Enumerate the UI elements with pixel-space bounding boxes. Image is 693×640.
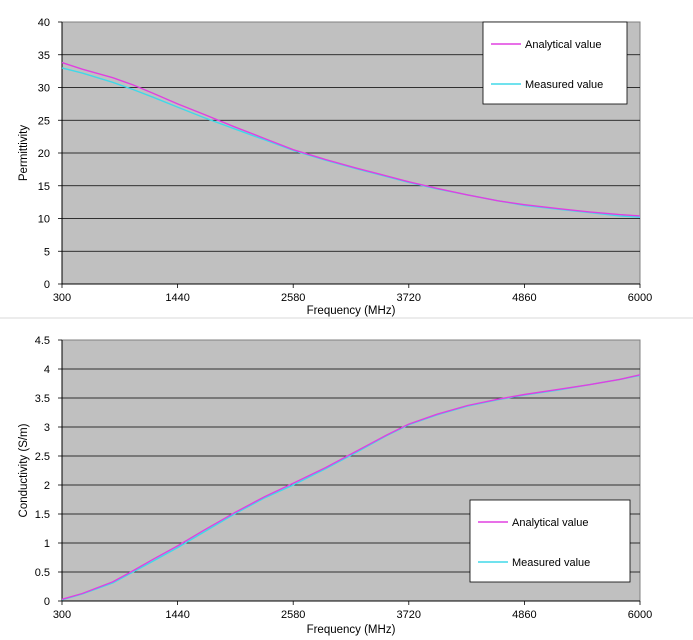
y-tick-label: 10 bbox=[38, 214, 50, 226]
x-tick-label: 2580 bbox=[281, 292, 305, 304]
y-tick-label: 0 bbox=[44, 596, 50, 608]
x-tick-label: 1440 bbox=[165, 609, 189, 621]
y-tick-label: 35 bbox=[38, 50, 50, 62]
y-tick-label: 1 bbox=[44, 538, 50, 550]
y-tick-label: 3 bbox=[44, 422, 50, 434]
x-tick-label: 300 bbox=[53, 609, 71, 621]
x-tick-label: 6000 bbox=[628, 609, 652, 621]
y-tick-label: 15 bbox=[38, 181, 50, 193]
y-axis-title: Permittivity bbox=[18, 125, 30, 181]
x-tick-label: 4860 bbox=[512, 609, 536, 621]
y-axis-title: Conductivity (S/m) bbox=[18, 423, 30, 517]
y-tick-label: 5 bbox=[44, 246, 50, 258]
legend-label: Analytical value bbox=[525, 39, 601, 51]
series-line-analytical bbox=[61, 374, 641, 600]
y-tick-label: 2.5 bbox=[35, 451, 50, 463]
x-tick-label: 2580 bbox=[281, 609, 305, 621]
y-tick-label: 30 bbox=[38, 83, 50, 95]
legend-label: Measured value bbox=[525, 79, 603, 91]
y-tick-label: 20 bbox=[38, 148, 50, 160]
y-tick-label: 4.5 bbox=[35, 335, 50, 347]
permittivity-chart: 0 5 10 15 20 25 30 35 40 300 1440 2580 3720 4860 6000 F… bbox=[18, 17, 652, 317]
y-tick-label: 0.5 bbox=[35, 567, 50, 579]
x-axis-title: Frequency (MHz) bbox=[307, 624, 396, 636]
x-tick-label: 6000 bbox=[628, 292, 652, 304]
y-tick-label: 1.5 bbox=[35, 509, 50, 521]
y-tick-label: 0 bbox=[44, 279, 50, 291]
conductivity-chart: 0 0.5 1 1.5 2 2.5 3 3.5 4 4.5 300 1440 2580 3720 4860 6… bbox=[18, 335, 652, 636]
x-tick-label: 3720 bbox=[397, 609, 421, 621]
x-tick-label: 300 bbox=[53, 292, 71, 304]
y-tick-label: 25 bbox=[38, 115, 50, 127]
legend-label: Analytical value bbox=[512, 517, 588, 529]
legend-label: Measured value bbox=[512, 557, 590, 569]
y-tick-label: 2 bbox=[44, 480, 50, 492]
x-tick-label: 3720 bbox=[397, 292, 421, 304]
y-tick-label: 4 bbox=[44, 364, 50, 376]
y-tick-label: 3.5 bbox=[35, 393, 50, 405]
legend-box bbox=[482, 21, 628, 105]
series-line-analytical bbox=[61, 61, 641, 217]
x-axis-title: Frequency (MHz) bbox=[307, 305, 396, 317]
y-tick-label: 40 bbox=[38, 17, 50, 29]
legend-box bbox=[469, 499, 631, 583]
x-tick-label: 1440 bbox=[165, 292, 189, 304]
x-tick-label: 4860 bbox=[512, 292, 536, 304]
